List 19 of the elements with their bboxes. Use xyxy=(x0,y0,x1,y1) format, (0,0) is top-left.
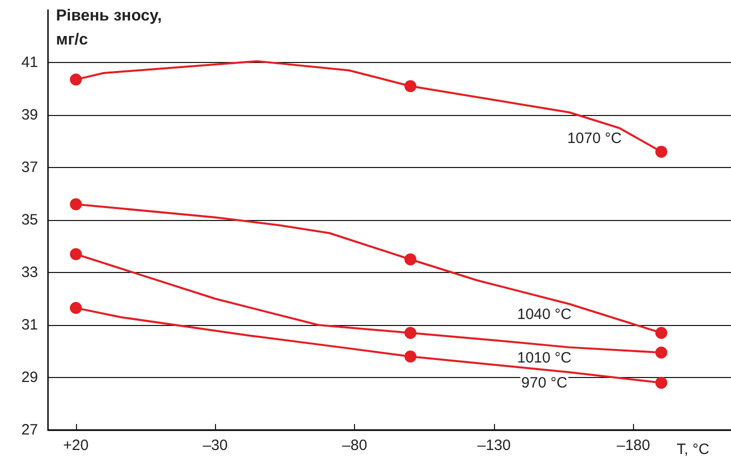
x-tick-label: –30 xyxy=(202,437,228,454)
y-tick-label: 27 xyxy=(21,422,38,438)
y-tick-label: 41 xyxy=(21,54,38,71)
y-tick-label: 33 xyxy=(21,264,38,281)
y-tick-label: 29 xyxy=(21,369,38,386)
y-tick-label: 31 xyxy=(21,316,38,334)
y-tick-label: 39 xyxy=(21,106,38,124)
series-label: 1010 °C xyxy=(517,349,572,366)
y-tick-label: 35 xyxy=(21,212,38,228)
series-label: 1070 °C xyxy=(567,130,622,148)
x-tick-label: –180 xyxy=(616,437,650,454)
x-tick-label: –130 xyxy=(477,437,511,454)
y-tick-label: 37 xyxy=(21,159,38,176)
series-label: 970 °C xyxy=(521,374,568,392)
x-tick-label: –80 xyxy=(342,437,368,454)
y-axis-title: Рівень зносу, мг/с xyxy=(56,8,162,48)
x-tick-label: +20 xyxy=(63,437,89,454)
series-label: 1040 °C xyxy=(517,306,572,323)
x-axis-title: T, °C xyxy=(676,441,710,457)
